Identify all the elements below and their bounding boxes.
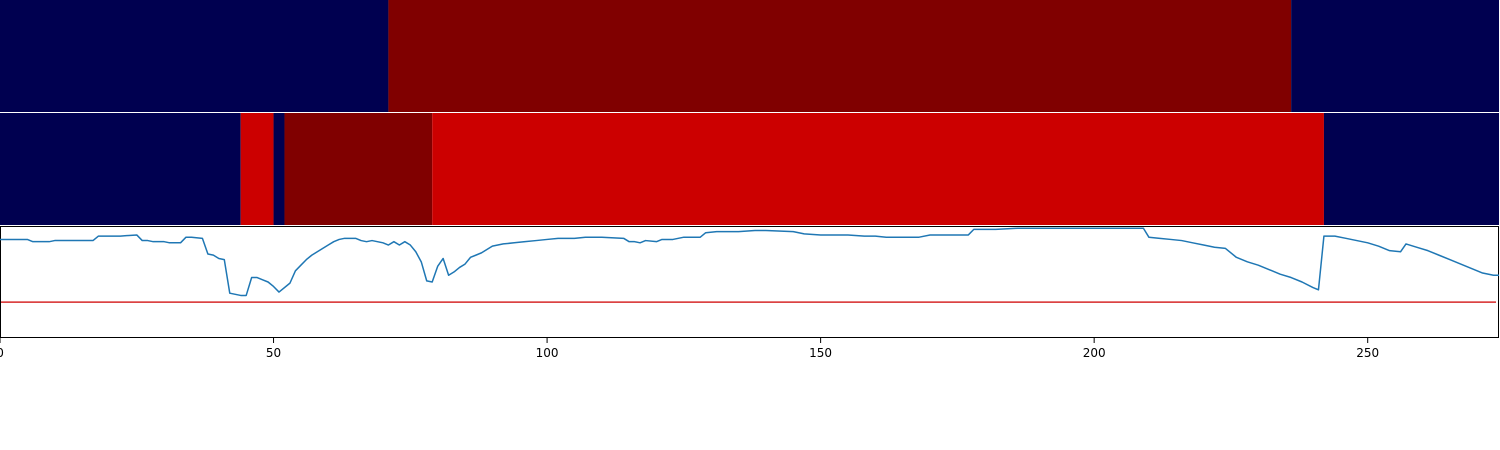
heatmap-segment: [432, 113, 1324, 225]
heatmap-segment: [1323, 113, 1499, 225]
x-tick-label: 200: [1083, 346, 1106, 360]
heatmap-segment: [1291, 0, 1499, 112]
heatmap-segment: [273, 113, 285, 225]
x-tick-label: 50: [266, 346, 281, 360]
heatmap-segment: [240, 113, 274, 225]
line-plot-panel: [0, 226, 1499, 338]
x-tick-label: 100: [536, 346, 559, 360]
top-heatmap-panel: [0, 0, 1499, 112]
heatmap-segment: [0, 0, 389, 112]
heatmap-segment: [284, 113, 433, 225]
x-tick-label: 250: [1356, 346, 1379, 360]
heatmap-segment: [0, 113, 241, 225]
line-plot-frame: [0, 226, 1499, 338]
x-axis: 0 50 100 150 200 250: [0, 338, 1379, 360]
middle-heatmap-panel: [0, 113, 1499, 225]
x-tick-label: 0: [0, 346, 4, 360]
series-line: [0, 227, 1499, 297]
x-tick-label: 150: [809, 346, 832, 360]
heatmap-segment: [388, 0, 1292, 112]
